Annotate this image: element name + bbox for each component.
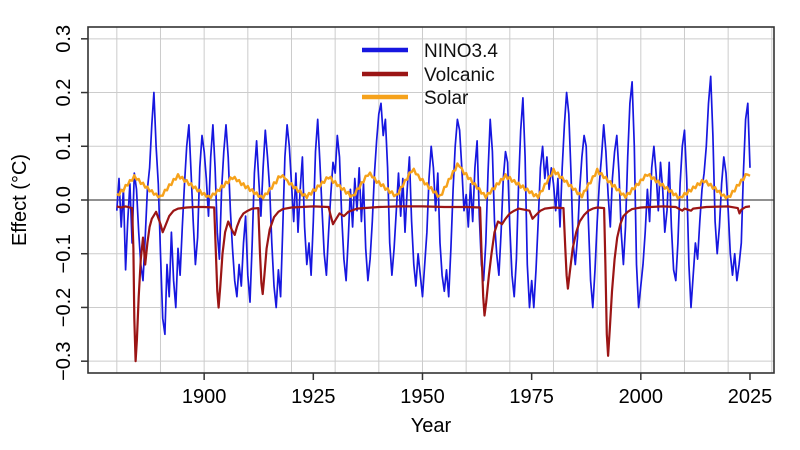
- y-tick-label: −0.2: [53, 288, 75, 327]
- y-axis-title: Effect (°C): [9, 154, 31, 246]
- x-tick-label: 1925: [291, 386, 336, 408]
- x-tick-label: 1950: [400, 386, 445, 408]
- y-tick-label: 0.0: [53, 186, 75, 214]
- x-tick-label: 1975: [509, 386, 554, 408]
- y-tick-label: −0.3: [53, 341, 75, 380]
- x-axis-title: Year: [411, 415, 452, 437]
- y-tick-label: −0.1: [53, 234, 75, 273]
- legend-label-nino34: NINO3.4: [424, 41, 498, 62]
- series-nino34-line: [115, 75, 751, 336]
- series-volcanic-line: [116, 205, 751, 363]
- series-solar-line: [116, 162, 751, 200]
- x-tick-label: 2025: [728, 386, 773, 408]
- y-tick-label: 0.3: [53, 25, 75, 53]
- y-tick-label: 0.2: [53, 79, 75, 107]
- x-tick-label: 1900: [182, 386, 227, 408]
- legend-label-solar: Solar: [424, 88, 469, 109]
- legend-label-volcanic: Volcanic: [424, 65, 495, 86]
- x-tick-label: 2000: [619, 386, 664, 408]
- y-tick-label: 0.1: [53, 132, 75, 160]
